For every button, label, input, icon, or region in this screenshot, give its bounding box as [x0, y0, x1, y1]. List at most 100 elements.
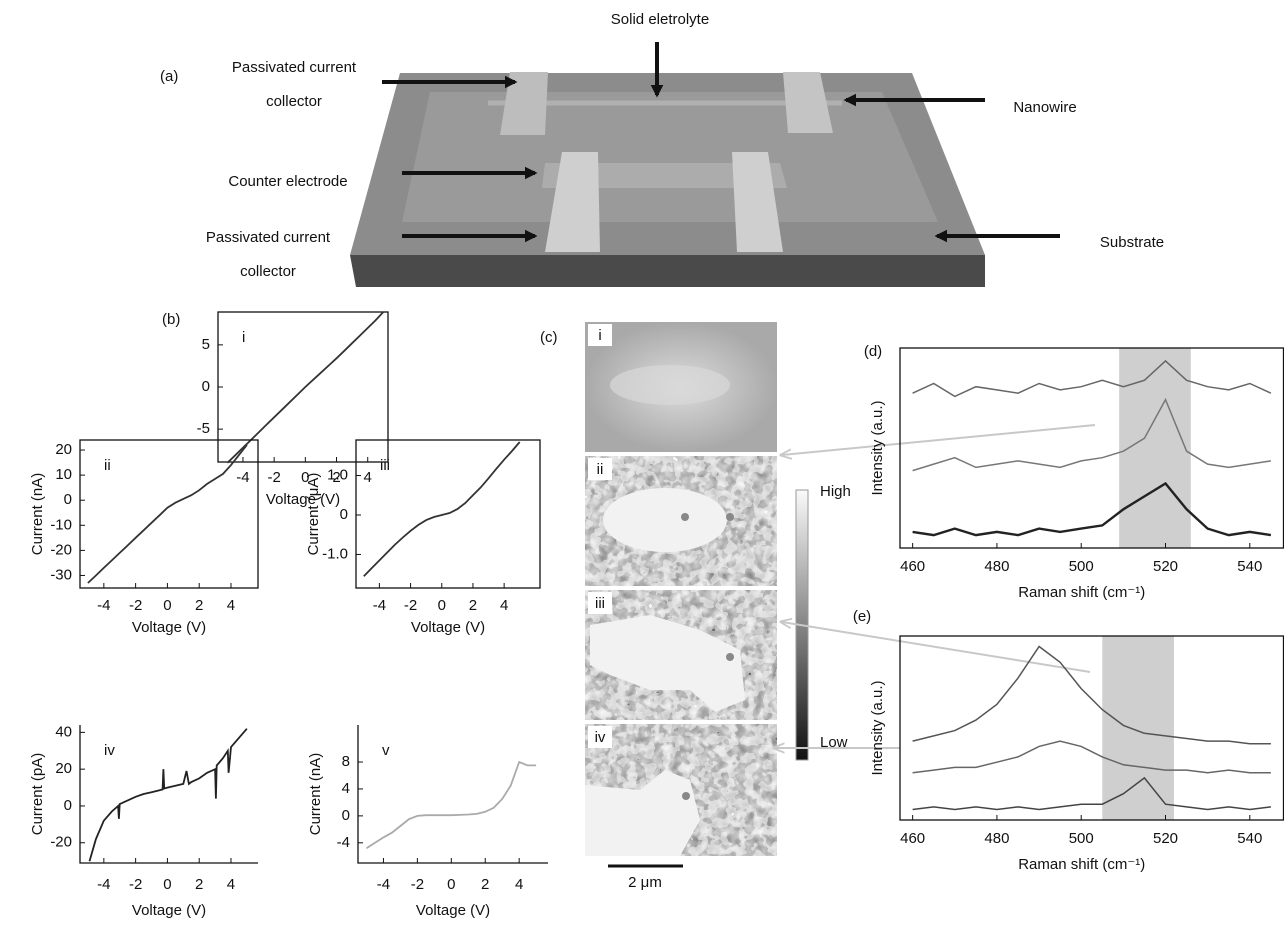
annotation: Counter electrode [228, 173, 347, 190]
tile-label: ii [597, 461, 604, 478]
panel-label: (b) [162, 311, 180, 328]
y-tick-label: -30 [50, 566, 72, 583]
x-axis-label: Voltage (V) [132, 902, 206, 919]
x-tick-label: -4 [97, 597, 110, 614]
x-tick-label: 500 [1069, 558, 1094, 575]
y-tick-label: 1.0 [327, 466, 348, 483]
iv-curve [87, 444, 248, 584]
y-tick-label: -1.0 [322, 545, 348, 562]
y-tick-label: -20 [50, 541, 72, 558]
x-tick-label: -2 [411, 876, 424, 893]
x-tick-label: 0 [438, 597, 446, 614]
axis-frame [79, 725, 258, 864]
x-tick-label: 520 [1153, 558, 1178, 575]
x-tick-label: 480 [984, 558, 1009, 575]
x-tick-label: -2 [404, 597, 417, 614]
y-tick-label: -4 [337, 834, 350, 851]
axis-frame [899, 635, 1284, 821]
x-tick-label: 2 [469, 597, 477, 614]
highlight-band [1119, 348, 1191, 548]
tile-label: iv [595, 729, 606, 746]
y-tick-label: 0 [202, 378, 210, 395]
x-axis-label: Voltage (V) [266, 491, 340, 508]
y-tick-label: -20 [50, 834, 72, 851]
x-tick-label: 0 [163, 597, 171, 614]
y-tick-label: 0 [342, 807, 350, 824]
y-axis-label: Current (nA) [29, 473, 46, 556]
annotation: collector [240, 263, 296, 280]
y-tick-label: 0 [64, 491, 72, 508]
x-tick-label: -2 [267, 469, 280, 486]
y-axis-label: Intensity (a.u.) [869, 400, 886, 495]
spectrum-line [912, 397, 1272, 472]
spectrum-line [912, 776, 1271, 811]
x-tick-label: -2 [129, 876, 142, 893]
panel-label: v [382, 742, 390, 759]
x-tick-label: 4 [500, 597, 508, 614]
axis-frame [355, 439, 541, 589]
y-tick-label: -10 [50, 516, 72, 533]
raman-maps [585, 322, 1096, 868]
y-tick-label: 20 [55, 441, 72, 458]
x-tick-label: 4 [227, 597, 235, 614]
x-tick-label: -4 [373, 597, 386, 614]
x-tick-label: 4 [515, 876, 523, 893]
x-tick-label: 480 [984, 830, 1009, 847]
y-tick-label: -5 [197, 420, 210, 437]
x-tick-label: 520 [1153, 830, 1178, 847]
y-tick-label: 5 [202, 336, 210, 353]
scale-bar-label: 2 μm [628, 874, 662, 891]
spectrum-line [912, 645, 1271, 745]
highlight-band [1102, 636, 1174, 820]
iv-curve [226, 311, 384, 464]
x-axis-label: Voltage (V) [411, 619, 485, 636]
device-diagram [350, 42, 1060, 287]
x-tick-label: 460 [900, 558, 925, 575]
panel-label: iii [380, 457, 390, 474]
x-axis-label: Voltage (V) [416, 902, 490, 919]
x-tick-label: -4 [97, 876, 110, 893]
spectrum-line [912, 359, 1272, 398]
annotation: Solid eletrolyte [611, 11, 709, 28]
x-tick-label: -4 [377, 876, 390, 893]
x-axis-label: Raman shift (cm⁻¹) [1018, 856, 1145, 873]
axis-frame [899, 347, 1284, 549]
y-tick-label: 40 [55, 723, 72, 740]
iv-curve [88, 728, 248, 862]
x-tick-label: 0 [163, 876, 171, 893]
y-tick-label: 20 [55, 760, 72, 777]
y-axis-label: Current (pA) [29, 753, 46, 836]
iv-curve [366, 760, 537, 849]
annotation: collector [266, 93, 322, 110]
panel-label: i [242, 329, 245, 346]
tile-label: i [598, 327, 601, 344]
x-tick-label: 460 [900, 830, 925, 847]
annotation: Nanowire [1013, 99, 1076, 116]
panel-label: iv [104, 742, 115, 759]
x-tick-label: 540 [1237, 830, 1262, 847]
x-tick-label: 540 [1237, 558, 1262, 575]
panel-label: (d) [864, 343, 882, 360]
axis-frame [357, 725, 548, 864]
annotation: Substrate [1100, 234, 1164, 251]
x-axis-label: Voltage (V) [132, 619, 206, 636]
x-axis-label: Raman shift (cm⁻¹) [1018, 584, 1145, 601]
annotation: Passivated current [206, 229, 331, 246]
x-tick-label: 0 [447, 876, 455, 893]
panel-label: (a) [160, 68, 178, 85]
y-tick-label: 0 [340, 506, 348, 523]
y-tick-label: 4 [342, 780, 350, 797]
x-tick-label: 4 [364, 469, 372, 486]
y-tick-label: 0 [64, 797, 72, 814]
y-axis-label: Current (nA) [307, 753, 324, 836]
iv-curve [363, 441, 521, 577]
annotation: Passivated current [232, 59, 357, 76]
y-axis-label: Current (μA) [305, 473, 322, 556]
panel-label: (c) [540, 329, 558, 346]
x-tick-label: 4 [227, 876, 235, 893]
x-tick-label: 500 [1069, 830, 1094, 847]
x-tick-label: 2 [481, 876, 489, 893]
colorbar-label: High [820, 483, 851, 500]
